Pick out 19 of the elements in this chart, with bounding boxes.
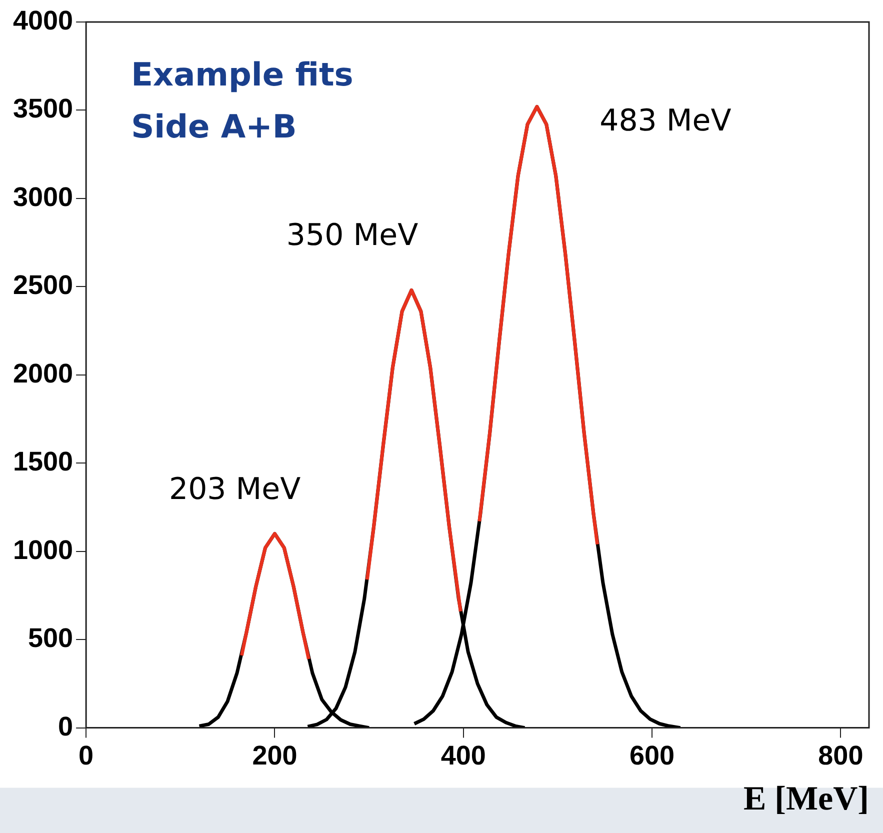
y-tick-label: 1000	[12, 534, 74, 565]
y-tick-label: 4000	[12, 5, 74, 36]
x-tick-label: 0	[78, 740, 94, 770]
annotation: 483 MeV	[600, 104, 732, 139]
x-axis-title: E [MeV]	[743, 780, 869, 818]
annotation: Example fits Side A+B	[131, 55, 354, 146]
y-tick-label: 1500	[12, 446, 74, 477]
y-tick-label: 3000	[12, 182, 74, 212]
x-tick-label: 200	[252, 740, 298, 770]
y-tick-label: 0	[58, 711, 74, 742]
y-tick-label: 2500	[12, 270, 74, 300]
y-tick-label: 500	[28, 623, 74, 654]
annotation: 350 MeV	[286, 218, 419, 254]
x-tick-label: 400	[440, 740, 486, 770]
x-tick-label: 800	[818, 740, 864, 770]
annotation: 203 MeV	[168, 472, 302, 508]
y-tick-label: 3500	[12, 94, 74, 124]
x-tick-label: 600	[630, 740, 675, 770]
y-tick-label: 2000	[12, 358, 74, 388]
